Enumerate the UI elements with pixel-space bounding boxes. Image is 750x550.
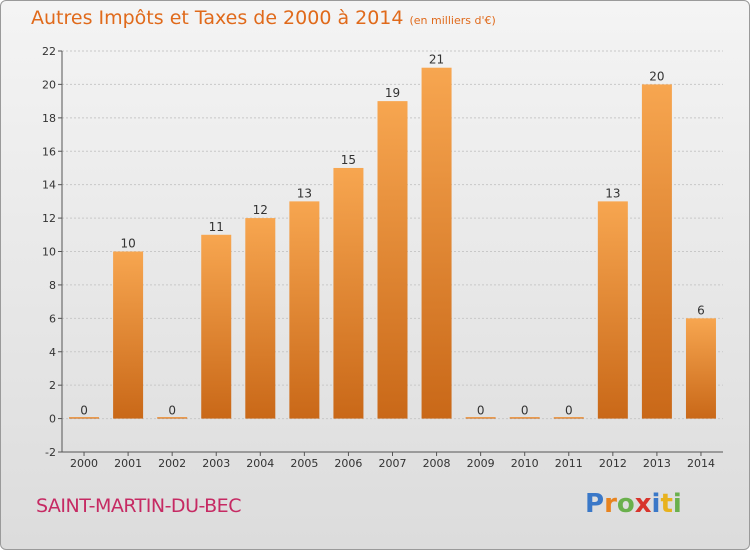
data-label: 12: [253, 203, 268, 217]
x-tick-label: 2003: [202, 457, 230, 470]
x-tick-label: 2006: [334, 457, 362, 470]
data-label: 0: [477, 404, 485, 418]
y-tick-label: 12: [42, 212, 56, 225]
data-label: 20: [649, 69, 664, 83]
bar-2014: [685, 318, 716, 419]
data-label: 11: [209, 220, 224, 234]
bar-2008: [421, 67, 452, 419]
y-tick-label: 10: [42, 246, 56, 259]
title-text: Autres Impôts et Taxes de 2000 à 2014: [31, 7, 404, 29]
x-tick-label: 2010: [511, 457, 539, 470]
data-label: 0: [80, 404, 88, 418]
x-tick-label: 2002: [158, 457, 186, 470]
chart-title: Autres Impôts et Taxes de 2000 à 2014 (en…: [31, 7, 496, 29]
data-label: 0: [565, 404, 573, 418]
data-label: 10: [120, 237, 135, 251]
bar-2009: [465, 417, 496, 419]
x-tick-label: 2013: [643, 457, 671, 470]
y-tick-label: -2: [45, 446, 56, 459]
x-tick-label: 2008: [423, 457, 451, 470]
logo-letter: r: [604, 489, 617, 519]
logo-letter: i: [651, 489, 661, 519]
x-tick-label: 2014: [687, 457, 715, 470]
bar-2004: [245, 218, 276, 419]
data-label: 15: [341, 153, 356, 167]
data-label: 13: [297, 186, 312, 200]
x-tick-label: 2012: [599, 457, 627, 470]
data-label: 21: [429, 53, 444, 67]
y-tick-label: 16: [42, 145, 56, 158]
y-tick-label: 18: [42, 112, 56, 125]
x-tick-label: 2005: [290, 457, 318, 470]
bar-2007: [377, 101, 408, 419]
logo-letter: t: [660, 489, 673, 519]
bar-2013: [641, 84, 672, 419]
logo-letter: x: [634, 489, 652, 519]
y-tick-label: 14: [42, 179, 56, 192]
subtitle-text: (en milliers d'€): [409, 14, 496, 27]
x-tick-label: 2011: [555, 457, 583, 470]
y-tick-label: 20: [42, 78, 56, 91]
x-tick-label: 2007: [379, 457, 407, 470]
y-tick-label: 6: [49, 312, 56, 325]
proxiti-logo[interactable]: Proxiti: [585, 489, 682, 519]
bar-2000: [69, 417, 100, 419]
bar-2012: [597, 201, 628, 419]
y-tick-label: 0: [49, 413, 56, 426]
bar-layer: [69, 67, 716, 419]
x-tick-label: 2004: [246, 457, 274, 470]
data-label: 6: [697, 303, 705, 317]
bar-2003: [201, 234, 232, 419]
label-layer: 0 10 0 11 12 13 15 19 21 0 0 0 13 20 6: [80, 53, 705, 418]
data-label: 0: [521, 404, 529, 418]
y-tick-label: 8: [49, 279, 56, 292]
logo-letter: P: [585, 489, 605, 519]
data-label: 13: [605, 186, 620, 200]
y-tick-label: 4: [49, 346, 56, 359]
bar-2002: [157, 417, 188, 419]
bar-2010: [509, 417, 540, 419]
y-tick-label: 22: [42, 45, 56, 58]
x-tick-label: 2009: [467, 457, 495, 470]
bar-2001: [113, 251, 144, 419]
x-tick-label: 2001: [114, 457, 142, 470]
y-tick-label: 2: [49, 379, 56, 392]
logo-letter: i: [672, 489, 682, 519]
bar-2006: [333, 167, 364, 419]
bar-2005: [289, 201, 320, 419]
data-label: 0: [168, 404, 176, 418]
data-label: 19: [385, 86, 400, 100]
logo-letter: o: [616, 489, 635, 519]
x-tick-label: 2000: [70, 457, 98, 470]
commune-name: SAINT-MARTIN-DU-BEC: [36, 495, 241, 517]
bar-2011: [553, 417, 584, 419]
